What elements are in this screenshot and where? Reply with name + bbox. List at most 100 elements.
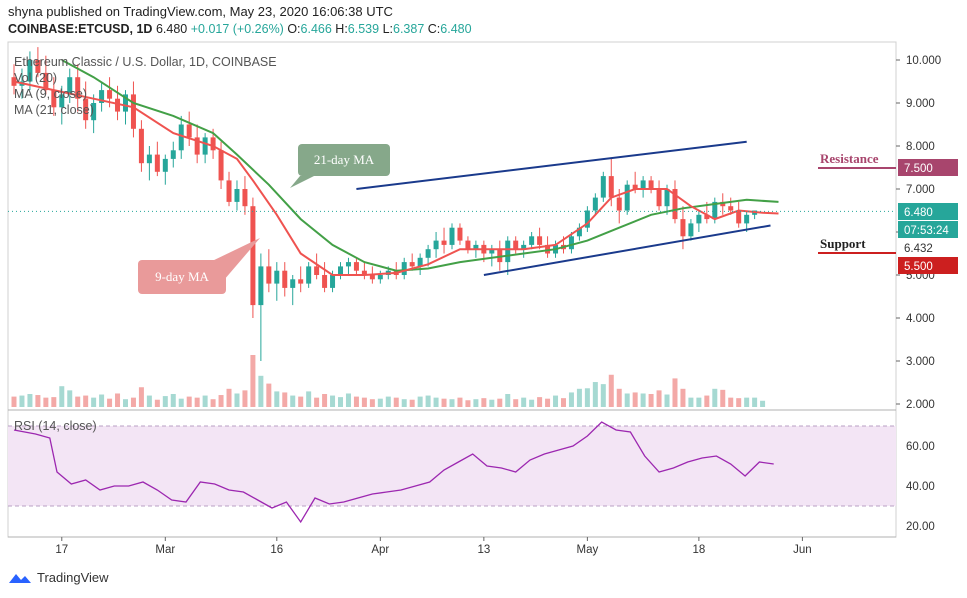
volume-bar [720, 389, 726, 407]
support-price-tag-bg [898, 257, 958, 274]
volume-bar [361, 397, 367, 407]
candle-body [441, 240, 447, 245]
candle-body [465, 240, 471, 250]
candle-body [576, 227, 582, 237]
candle-body [330, 275, 336, 288]
ma9-callout-label: 9-day MA [155, 269, 209, 284]
volume-bar [672, 378, 678, 407]
volume-bar [664, 394, 670, 407]
chart-title: Ethereum Classic / U.S. Dollar, 1D, COIN… [14, 55, 277, 69]
volume-bar [290, 395, 296, 407]
volume-bar [545, 398, 551, 407]
volume-bar [27, 394, 33, 407]
volume-bar [704, 395, 710, 407]
symbol-ohlc-bar: COINBASE:ETCUSD, 1D 6.480 +0.017 (+0.26%… [8, 22, 472, 36]
candle-body [529, 236, 535, 245]
volume-bar [385, 396, 391, 407]
resistance-price-tag: 7.500 [904, 163, 933, 175]
volume-bar [712, 388, 718, 407]
candle-body [377, 275, 383, 280]
candle-body [67, 77, 73, 95]
volume-bar [465, 400, 471, 407]
candle-body [608, 176, 614, 198]
volume-bar [369, 399, 375, 407]
volume-bar [744, 397, 750, 407]
candle-body [369, 275, 375, 280]
ma21-line [61, 59, 779, 272]
volume-bar [306, 391, 312, 407]
volume-bar [51, 397, 57, 407]
volume-bar [393, 397, 399, 407]
volume-bar [648, 394, 654, 407]
candle-body [656, 189, 662, 207]
volume-bar [250, 355, 256, 407]
resistance-price-tag-bg [898, 159, 958, 176]
volume-bar [75, 396, 81, 407]
candle-body [545, 244, 551, 254]
volume-bar [417, 396, 423, 407]
volume-bar [122, 399, 128, 407]
candle-body [624, 184, 630, 211]
volume-bar [19, 395, 25, 407]
tradingview-footer[interactable]: TradingView [8, 570, 109, 585]
volume-bar [680, 388, 686, 407]
volume-bar [210, 399, 216, 407]
volume-bar [242, 390, 248, 407]
volume-bar [115, 393, 121, 407]
candle-body [505, 240, 511, 263]
candle-body [186, 124, 192, 138]
ma-price-tag-bg [898, 240, 958, 256]
candle-body [497, 249, 503, 263]
candle-body [457, 227, 463, 241]
ma21-callout-box [298, 144, 390, 176]
volume-bar [138, 387, 144, 407]
channel-lower-line [483, 224, 771, 276]
volume-bar [529, 399, 535, 407]
candle-body [290, 279, 296, 288]
candle-body [83, 98, 89, 121]
volume-bar [656, 390, 662, 407]
y-tick-label: 7.000 [906, 184, 935, 196]
low-value: 6.387 [393, 22, 425, 36]
candle-body [521, 244, 527, 250]
resistance-label: Resistance [820, 151, 879, 166]
candle-body [75, 77, 81, 99]
candle-body [250, 206, 256, 306]
candle-body [258, 266, 264, 306]
rsi-legend: RSI (14, close) [14, 419, 97, 433]
brand-name: TradingView [37, 570, 109, 585]
volume-bar [481, 398, 487, 407]
volume-bar [553, 395, 559, 407]
x-tick-label: Mar [155, 544, 175, 556]
x-tick-label: 16 [270, 544, 283, 556]
candle-body [640, 180, 646, 189]
volume-bar [266, 383, 272, 407]
candle-body [744, 214, 750, 224]
volume-bar [314, 397, 320, 407]
volume-bar [170, 394, 176, 407]
volume-bar [154, 399, 160, 407]
volume-bar [616, 388, 622, 407]
volume-bar [576, 388, 582, 407]
price-change: +0.017 (+0.26%) [190, 22, 284, 36]
candle-body [107, 90, 113, 99]
volume-bar [107, 398, 113, 407]
candle-body [170, 150, 176, 159]
close-value: 6.480 [440, 22, 472, 36]
volume-bar [226, 388, 232, 407]
y-tick-label: 8.000 [906, 141, 935, 153]
candle-body [59, 94, 65, 108]
candle-body [338, 266, 344, 275]
candle-body [115, 98, 121, 112]
volume-bar [298, 396, 304, 407]
candle-body [138, 128, 144, 164]
rsi-line [13, 421, 774, 524]
candle-body [600, 176, 606, 198]
candle-body [584, 210, 590, 228]
candle-body [130, 94, 136, 129]
volume-bar [497, 398, 503, 407]
volume-bar [584, 388, 590, 407]
candle-body [672, 189, 678, 220]
candle-body [194, 137, 200, 155]
